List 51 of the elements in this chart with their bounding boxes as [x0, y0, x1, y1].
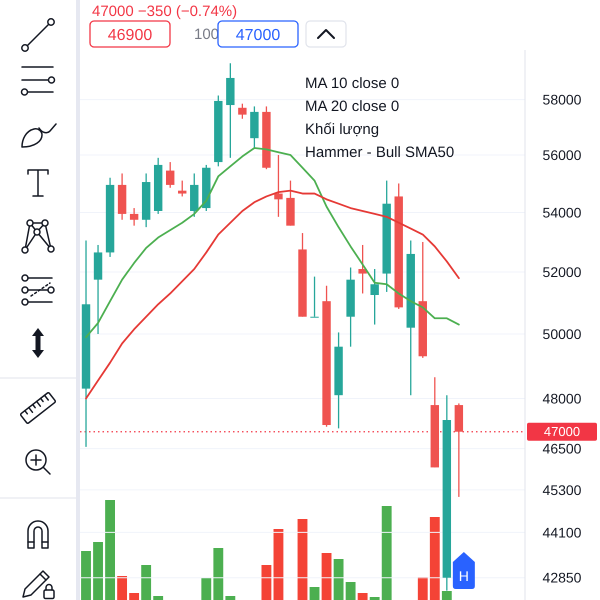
candlestick: [178, 180, 186, 198]
bar: [117, 576, 128, 600]
text: 46900: [108, 27, 152, 44]
y-tick-label: 58000: [542, 92, 582, 108]
bar: [298, 519, 308, 600]
bar: [261, 565, 272, 600]
bar: [430, 517, 440, 600]
candlestick: [166, 161, 174, 188]
bar: [382, 506, 392, 600]
y-tick-label: 42850: [542, 570, 582, 586]
candlestick: [130, 207, 138, 226]
bar: [310, 587, 320, 600]
bar: [322, 553, 332, 600]
annotation: Khối lượng: [305, 121, 380, 138]
y-tick-label: 46500: [542, 440, 582, 457]
y-tick-label: 50000: [542, 326, 582, 342]
text: 47000 −350 (−0.74%): [92, 3, 238, 20]
bar: [418, 577, 428, 600]
line-series: [85, 190, 460, 400]
y-tick-label: 48000: [542, 390, 582, 406]
candlestick: [370, 268, 379, 326]
text: 47000: [236, 27, 280, 44]
annotation: MA 20 close 0: [305, 98, 400, 115]
bar: [213, 548, 224, 600]
bar: [141, 565, 152, 600]
bar: [370, 597, 380, 600]
bar: [129, 593, 140, 600]
candlestick: [274, 154, 283, 218]
annotation: H: [458, 568, 469, 584]
bar: [201, 578, 212, 600]
ref-line-label: 47000: [544, 424, 580, 440]
y-tick-label: 44100: [542, 524, 582, 540]
bar: [346, 582, 356, 600]
bar: [81, 551, 91, 600]
annotation: MA 10 close 0: [305, 75, 400, 92]
line-series: [85, 147, 460, 338]
bar: [274, 529, 284, 600]
bar: [105, 500, 115, 600]
y-tick-label: 52000: [542, 264, 582, 280]
bar: [225, 596, 236, 600]
y-tick-label: 56000: [542, 147, 582, 164]
y-tick-label: 54000: [542, 204, 582, 220]
candlestick: [310, 276, 319, 318]
bar: [358, 593, 368, 600]
bar: [334, 559, 344, 600]
annotation: Hammer - Bull SMA50: [305, 144, 454, 161]
bar: [153, 596, 164, 600]
y-tick-label: 45300: [542, 482, 582, 498]
candlestick: [238, 103, 247, 120]
bar: [442, 591, 452, 600]
bar: [93, 542, 103, 600]
